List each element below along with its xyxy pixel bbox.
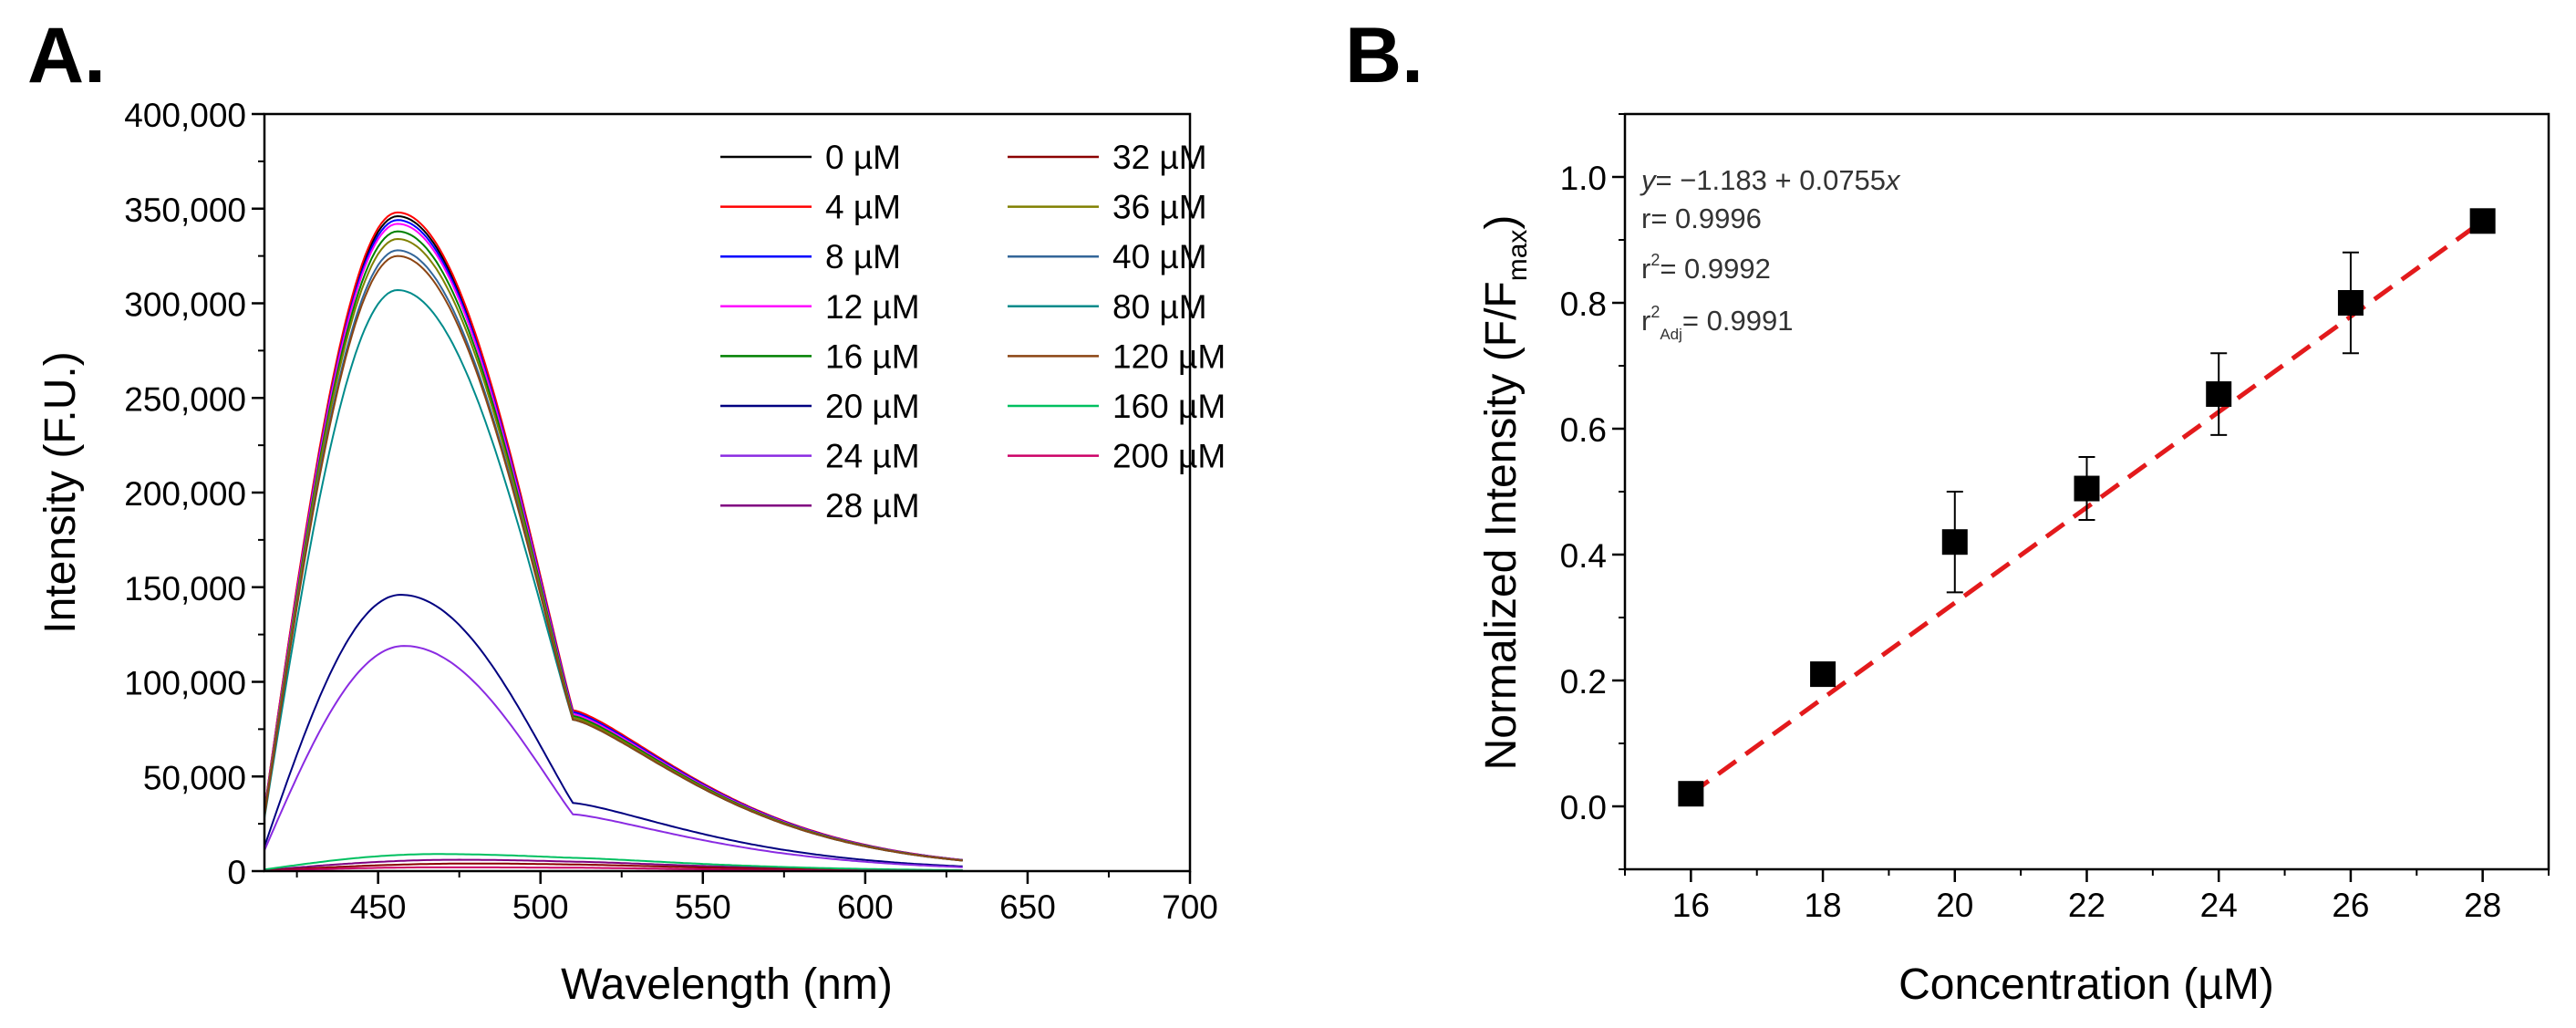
calibration-x-tick-label: 28 — [2464, 887, 2501, 924]
spectra-x-tick-label: 450 — [350, 888, 407, 926]
data-point — [2337, 290, 2364, 316]
spectra-x-ticks: 450 500 550 600 650 700 — [295, 871, 1218, 926]
calibration-y-axis-label: Normalized Intensity (F/Fmax) — [1477, 215, 1533, 771]
legend-label: 200 µM — [1112, 438, 1226, 475]
panel-label-b: B. — [1345, 12, 1423, 99]
spectra-x-tick-label: 600 — [837, 888, 894, 926]
spectra-y-tick-label: 400,000 — [124, 97, 246, 134]
calibration-x-tick-label: 18 — [1804, 887, 1841, 924]
spectra-chart: 0 50,000 100,000 150,000 200,000 250,000 300,0… — [36, 97, 1226, 1009]
legend-label: 120 µM — [1112, 337, 1226, 375]
calibration-x-tick-label: 24 — [2200, 887, 2238, 924]
spectra-curves — [264, 211, 963, 872]
spectra-y-tick-label: 0 — [227, 854, 246, 891]
calibration-y-tick-label: 1.0 — [1560, 160, 1607, 197]
calibration-y-tick-label: 0.6 — [1560, 411, 1607, 449]
calibration-x-tick-label: 26 — [2332, 887, 2369, 924]
spectrum-line — [264, 645, 963, 868]
fit-r-squared: r2= 0.9992 — [1641, 251, 1771, 285]
calibration-x-tick-label: 22 — [2068, 887, 2105, 924]
spectra-x-tick-label: 700 — [1162, 888, 1218, 926]
legend-label: 12 µM — [825, 288, 920, 326]
calibration-points — [1678, 208, 2496, 807]
fit-equation: y= −1.183 + 0.0755x — [1640, 164, 1901, 196]
spectra-y-tick-label: 50,000 — [143, 759, 246, 796]
calibration-y-tick-label: 0.4 — [1560, 537, 1607, 575]
fit-r: r= 0.9996 — [1641, 202, 1762, 234]
legend-label: 36 µM — [1112, 189, 1207, 226]
spectrum-line — [264, 237, 963, 862]
spectra-y-tick-label: 300,000 — [124, 286, 246, 324]
legend-label: 8 µM — [825, 238, 901, 275]
spectrum-line — [264, 288, 963, 862]
fit-r-squared-adjusted: r2Adj= 0.9991 — [1641, 303, 1793, 343]
spectra-plot-frame — [263, 112, 1192, 873]
spectra-legend: 0 µM 4 µM 8 µM 12 µM 16 µM 20 µM 24 µM 28 µM 32 … — [720, 139, 1226, 524]
calibration-chart: 0.0 0.2 0.4 0.6 0.8 1.0 16 18 20 22 24 26 28 Concen… — [1477, 112, 2550, 1009]
data-point — [1678, 781, 1704, 807]
legend-label: 20 µM — [825, 388, 920, 425]
spectra-y-tick-label: 100,000 — [124, 665, 246, 702]
spectra-x-tick-label: 650 — [999, 888, 1056, 926]
spectra-x-tick-label: 550 — [675, 888, 731, 926]
calibration-x-tick-label: 20 — [1936, 887, 1973, 924]
spectra-y-ticks: 0 50,000 100,000 150,000 200,000 250,000 300,0… — [124, 97, 264, 891]
legend-label: 32 µM — [1112, 139, 1207, 176]
legend-label: 28 µM — [825, 487, 920, 524]
calibration-y-tick-label: 0.8 — [1560, 286, 1607, 323]
data-point — [2469, 208, 2496, 234]
legend-label: 4 µM — [825, 189, 901, 226]
spectrum-line — [264, 593, 963, 867]
calibration-y-tick-label: 0.0 — [1560, 789, 1607, 826]
spectra-x-tick-label: 500 — [512, 888, 569, 926]
legend-label: 80 µM — [1112, 288, 1207, 326]
data-point — [2206, 381, 2232, 408]
calibration-y-ticks: 0.0 0.2 0.4 0.6 0.8 1.0 — [1560, 113, 1625, 870]
data-point — [1810, 661, 1836, 688]
legend-label: 24 µM — [825, 438, 920, 475]
legend-label: 40 µM — [1112, 238, 1207, 275]
legend-label: 16 µM — [825, 337, 920, 375]
data-point — [1941, 529, 1968, 556]
spectrum-line — [264, 254, 963, 862]
data-point — [2074, 475, 2100, 502]
legend-label: 0 µM — [825, 139, 901, 176]
legend-label: 160 µM — [1112, 388, 1226, 425]
spectra-y-tick-label: 200,000 — [124, 475, 246, 513]
spectra-y-tick-label: 350,000 — [124, 192, 246, 229]
calibration-x-ticks: 16 18 20 22 24 26 28 — [1624, 869, 2550, 924]
spectrum-line — [264, 230, 963, 862]
calibration-y-tick-label: 0.2 — [1560, 663, 1607, 701]
calibration-x-tick-label: 16 — [1672, 887, 1710, 924]
spectra-y-tick-label: 250,000 — [124, 380, 246, 418]
spectrum-line — [264, 853, 963, 871]
spectra-y-tick-label: 150,000 — [124, 570, 246, 607]
fit-statistics: y= −1.183 + 0.0755x r= 0.9996 r2= 0.9992… — [1640, 164, 1901, 343]
calibration-x-axis-label: Concentration (µM) — [1898, 961, 2274, 1009]
spectra-y-axis-label: Intensity (F.U.) — [36, 351, 85, 633]
panel-label-a: A. — [27, 12, 106, 99]
spectra-x-axis-label: Wavelength (nm) — [561, 961, 893, 1009]
